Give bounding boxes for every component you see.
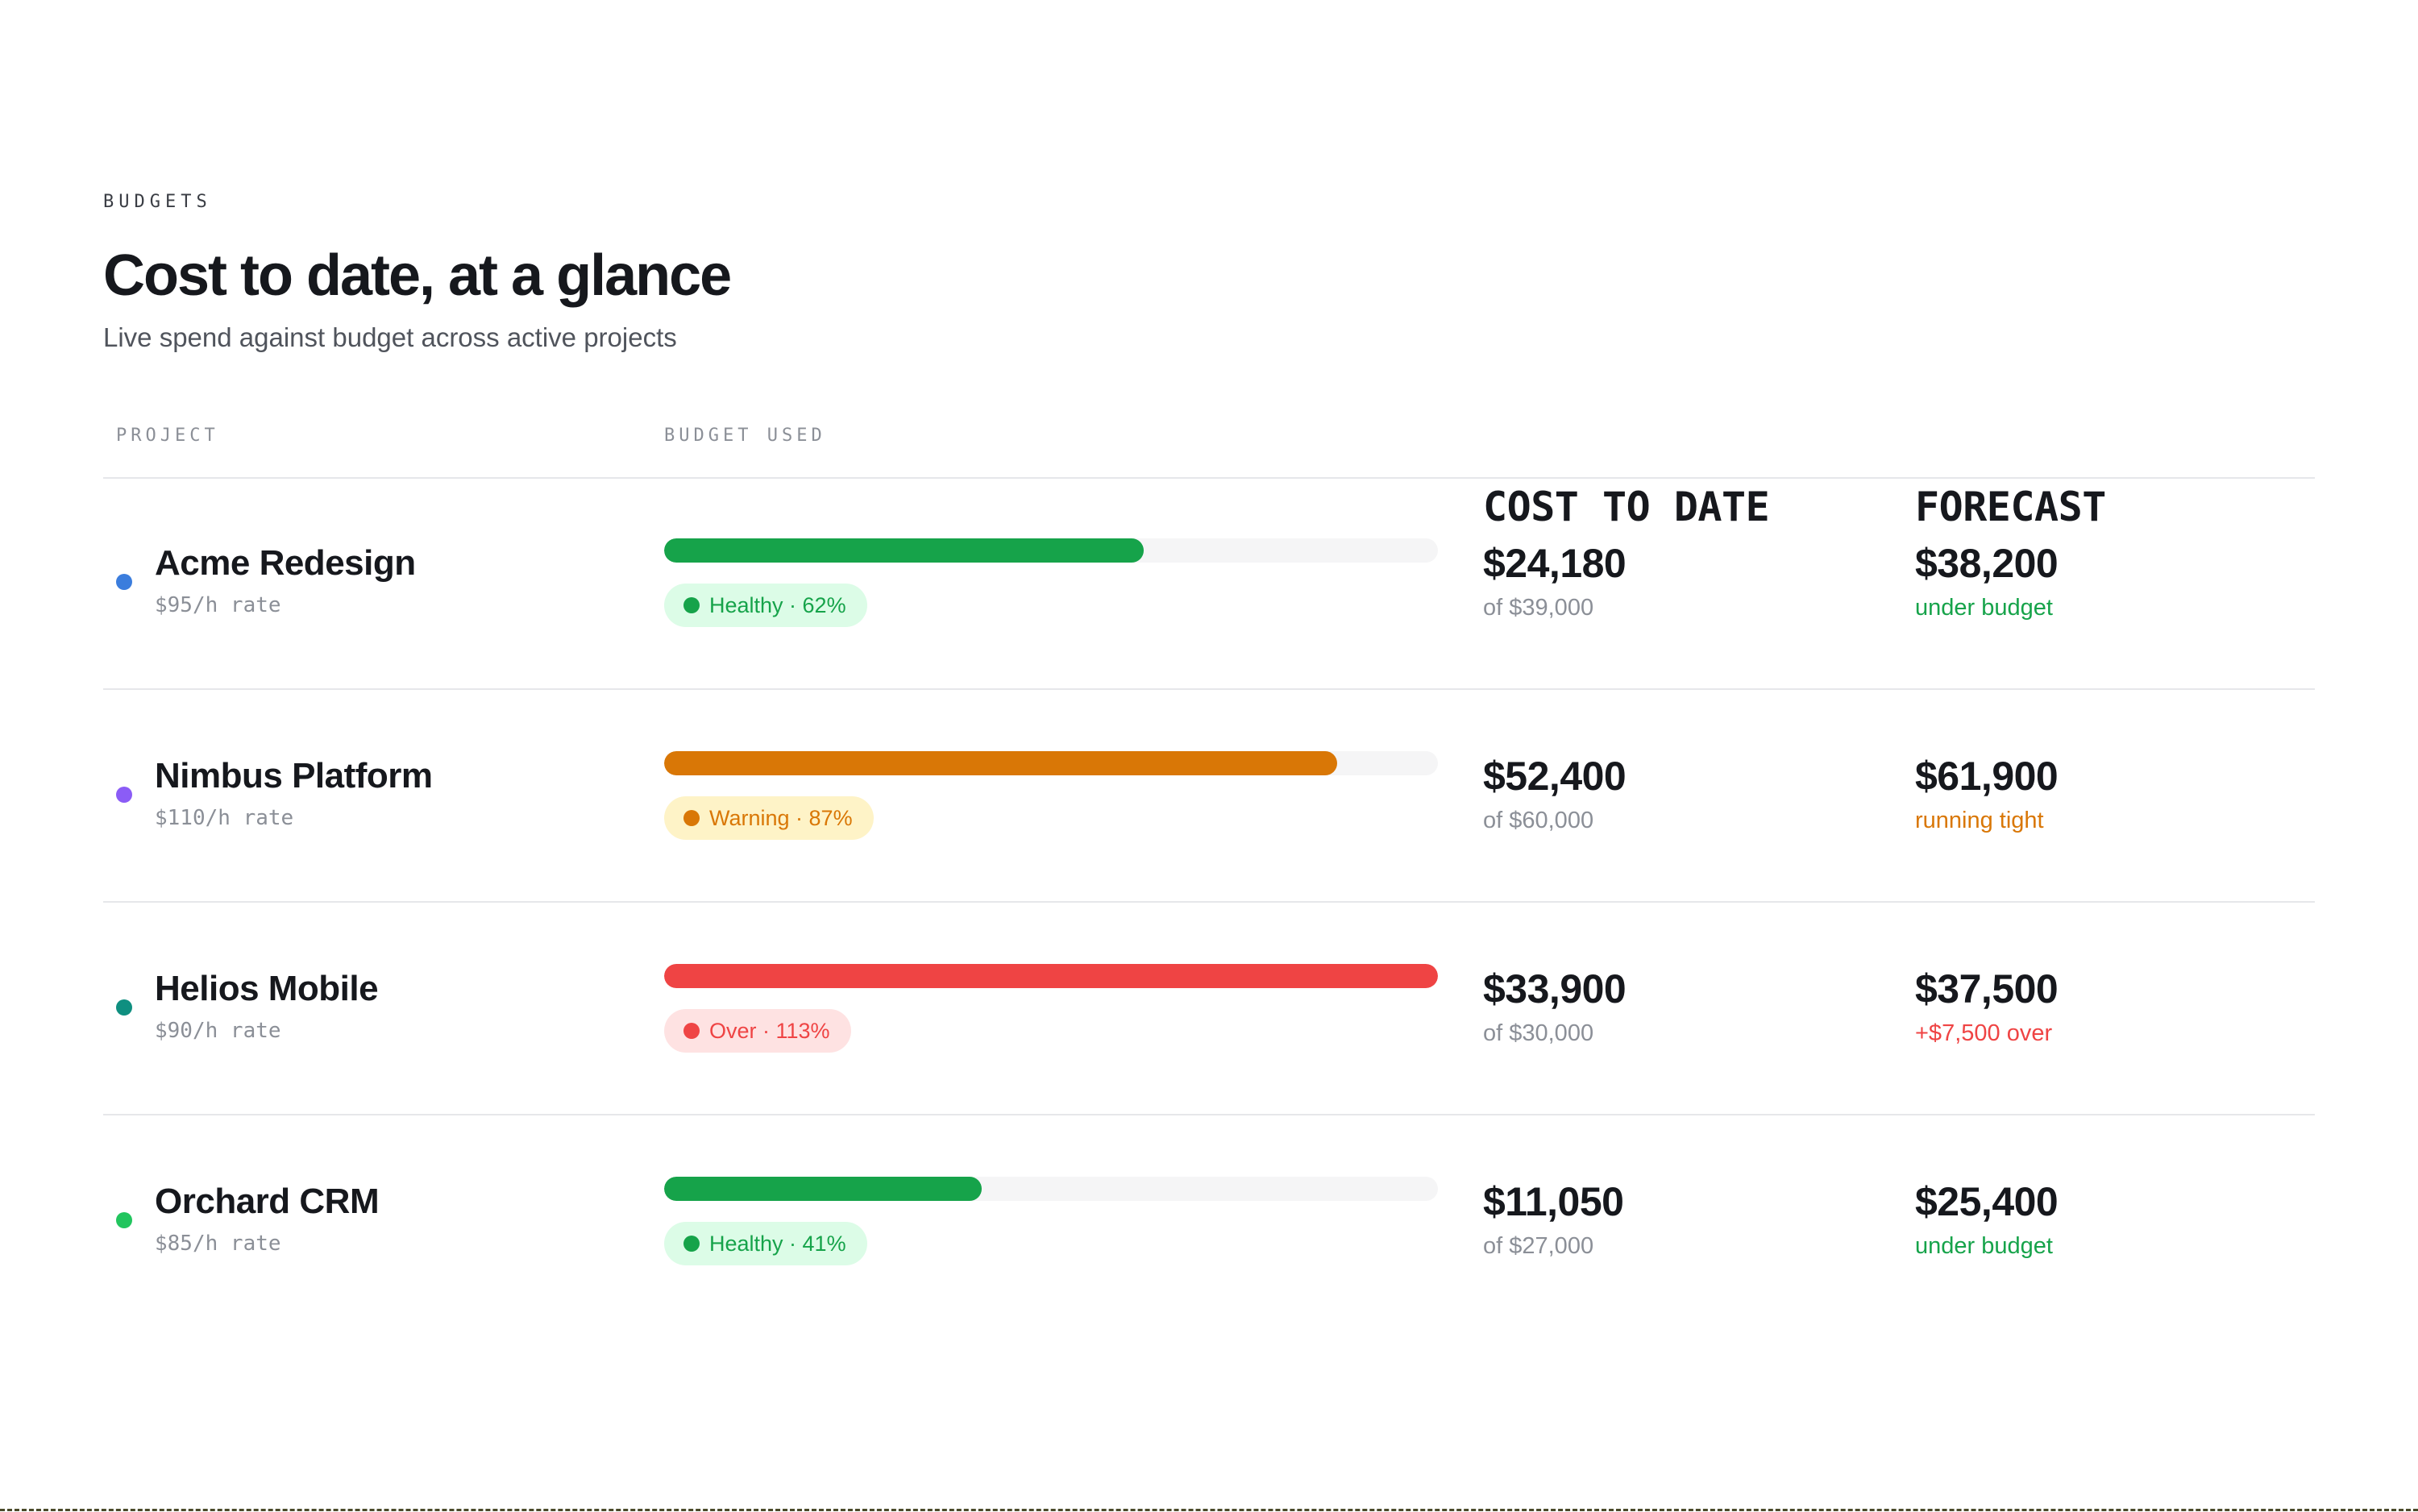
cost-to-date-value: $24,180: [1483, 541, 1627, 586]
status-badge-label: Over · 113%: [709, 1018, 830, 1043]
budget-progress-fill: [664, 964, 1438, 988]
bottom-divider: [0, 1509, 2418, 1511]
status-badge-label: Warning · 87%: [709, 805, 853, 830]
forecast-value: $25,400: [1915, 1179, 2059, 1224]
budget-progress-fill: [664, 751, 1338, 775]
forecast-note: under budget: [1915, 595, 2053, 621]
budget-progress-track: [664, 538, 1438, 563]
status-badge-label: Healthy · 41%: [709, 1231, 846, 1256]
status-badge-label: Healthy · 62%: [709, 592, 846, 617]
budget-total: of $27,000: [1483, 1233, 1594, 1259]
status-badge: Warning · 87%: [664, 796, 874, 840]
table-row[interactable]: Nimbus Platform $110/h rate Warning · 87…: [103, 690, 2315, 903]
table-row[interactable]: Helios Mobile $90/h rate Over · 113% $33…: [103, 903, 2315, 1115]
budget-progress-track: [664, 1177, 1438, 1201]
status-dot-icon: [683, 1023, 700, 1039]
cost-to-date-value: $52,400: [1483, 754, 1627, 799]
forecast-note: +$7,500 over: [1915, 1020, 2053, 1046]
budget-progress-track: [664, 751, 1438, 775]
status-dot-icon: [683, 597, 700, 613]
projects-table: Acme Redesign $95/h rate Healthy · 62% $…: [103, 477, 2315, 1327]
project-color-dot: [116, 1212, 132, 1228]
status-dot-icon: [683, 1236, 700, 1252]
budget-total: of $39,000: [1483, 595, 1594, 621]
budget-progress-fill: [664, 538, 1145, 563]
project-rate: $85/h rate: [155, 1232, 281, 1256]
forecast-value: $61,900: [1915, 754, 2059, 799]
status-dot-icon: [683, 810, 700, 826]
project-name[interactable]: Nimbus Platform: [155, 756, 433, 795]
cost-to-date-value: $11,050: [1483, 1179, 1624, 1224]
budget-progress-track: [664, 964, 1438, 988]
status-badge: Over · 113%: [664, 1009, 851, 1053]
column-header-budget-used[interactable]: BUDGET USED: [664, 426, 826, 446]
forecast-note: running tight: [1915, 808, 2044, 833]
section-eyebrow: BUDGETS: [103, 192, 212, 212]
table-row[interactable]: Acme Redesign $95/h rate Healthy · 62% $…: [103, 477, 2315, 690]
project-name[interactable]: Acme Redesign: [155, 543, 416, 583]
table-row[interactable]: Orchard CRM $85/h rate Healthy · 41% $11…: [103, 1115, 2315, 1327]
column-header-project[interactable]: PROJECT: [116, 426, 219, 446]
project-name[interactable]: Helios Mobile: [155, 969, 379, 1008]
cost-to-date-value: $33,900: [1483, 966, 1627, 1011]
budget-progress-fill: [664, 1177, 982, 1201]
forecast-note: under budget: [1915, 1233, 2053, 1259]
budget-total: of $30,000: [1483, 1020, 1594, 1046]
project-color-dot: [116, 574, 132, 590]
budget-total: of $60,000: [1483, 808, 1594, 833]
status-badge: Healthy · 41%: [664, 1222, 867, 1265]
project-rate: $95/h rate: [155, 593, 281, 617]
page-title: Cost to date, at a glance: [103, 243, 732, 308]
project-color-dot: [116, 999, 132, 1016]
page-subtitle: Live spend against budget across active …: [103, 322, 677, 352]
forecast-value: $38,200: [1915, 541, 2059, 586]
column-header-forecast[interactable]: FORECAST: [1915, 484, 2106, 530]
column-header-cost-to-date[interactable]: COST TO DATE: [1483, 484, 1770, 530]
project-rate: $110/h rate: [155, 806, 294, 830]
project-rate: $90/h rate: [155, 1019, 281, 1043]
forecast-value: $37,500: [1915, 966, 2059, 1011]
status-badge: Healthy · 62%: [664, 584, 867, 627]
project-name[interactable]: Orchard CRM: [155, 1182, 380, 1221]
table-header: PROJECT BUDGET USED COST TO DATE FORECAS…: [103, 421, 2315, 530]
project-color-dot: [116, 787, 132, 803]
